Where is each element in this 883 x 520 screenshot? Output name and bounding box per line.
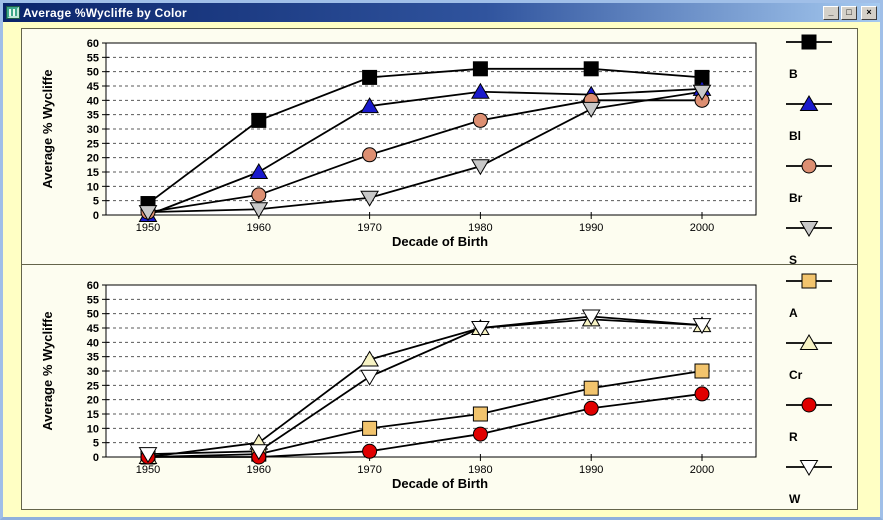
svg-text:15: 15 [87,167,99,179]
svg-text:1950: 1950 [136,222,160,234]
svg-text:55: 55 [87,52,99,64]
svg-text:15: 15 [87,409,99,421]
top-chart-legend: B Bl Br S [786,32,854,280]
svg-text:Average % Wycliffe: Average % Wycliffe [40,311,55,430]
triangle-down-legend-icon [786,221,832,237]
svg-text:55: 55 [87,294,99,306]
legend-item-Br: Br [786,156,854,205]
svg-text:20: 20 [87,395,99,407]
bottom-chart-canvas: 0 5 10 15 20 25 30 35 40 45 50 55 60 1950 1960 1970 1980… [40,280,757,491]
legend-label: S [789,253,798,267]
svg-text:1970: 1970 [357,464,381,476]
maximize-button[interactable]: □ [841,5,857,20]
legend-item-S: S [786,218,854,267]
svg-text:Average % Wycliffe: Average % Wycliffe [40,69,55,188]
svg-text:45: 45 [87,323,99,335]
svg-text:60: 60 [87,280,99,292]
svg-text:1980: 1980 [468,222,492,234]
legend-item-Bl: Bl [786,94,854,143]
titlebar: Average %Wycliffe by Color _ □ × [3,3,880,22]
svg-text:40: 40 [87,95,99,107]
legend-label: W [789,492,801,506]
legend-item-A: A [786,271,854,320]
square-legend-icon [786,34,832,50]
svg-text:45: 45 [87,81,99,93]
triangle-up-legend-icon [786,95,832,111]
svg-text:1960: 1960 [247,222,271,234]
bottom-chart-panel: 0 5 10 15 20 25 30 35 40 45 50 55 60 1950 1960 1970 1980… [21,264,858,510]
svg-text:5: 5 [93,196,99,208]
bottom-chart-legend: A Cr R W [786,271,854,517]
svg-text:20: 20 [87,153,99,165]
svg-text:1950: 1950 [136,464,160,476]
svg-text:1970: 1970 [357,222,381,234]
svg-text:0: 0 [93,210,99,222]
triangle-down-legend-icon [786,460,832,476]
legend-label: Br [789,191,803,205]
svg-text:Decade of Birth: Decade of Birth [392,476,488,491]
svg-text:50: 50 [87,67,99,79]
svg-text:60: 60 [87,38,99,50]
top-chart-panel: 0 5 10 15 20 25 30 35 40 45 50 55 60 1950 1960 1970 1980… [21,28,858,267]
minimize-button[interactable]: _ [823,5,839,20]
legend-label: Cr [789,368,803,382]
legend-item-W: W [786,457,854,506]
window-controls: _ □ × [823,5,878,20]
svg-text:1990: 1990 [579,464,603,476]
legend-item-R: R [786,395,854,444]
svg-text:Decade of Birth: Decade of Birth [392,234,488,249]
square-legend-icon [786,273,832,289]
svg-text:1990: 1990 [579,222,603,234]
svg-text:25: 25 [87,380,99,392]
legend-item-Cr: Cr [786,333,854,382]
window-title: Average %Wycliffe by Color [23,5,187,20]
legend-item-B: B [786,32,854,81]
svg-text:40: 40 [87,337,99,349]
top-chart-canvas: 0 5 10 15 20 25 30 35 40 45 50 55 60 1950 1960 1970 1980… [40,38,757,249]
svg-text:1980: 1980 [468,464,492,476]
legend-label: R [789,430,798,444]
svg-text:1960: 1960 [247,464,271,476]
svg-text:2000: 2000 [690,222,714,234]
svg-text:10: 10 [87,181,99,193]
svg-text:30: 30 [87,366,99,378]
svg-text:35: 35 [87,352,99,364]
triangle-up-legend-icon [786,334,832,350]
svg-text:5: 5 [93,438,99,450]
close-button[interactable]: × [861,5,877,20]
legend-label: B [789,67,798,81]
svg-text:30: 30 [87,124,99,136]
svg-text:35: 35 [87,110,99,122]
svg-text:0: 0 [93,452,99,464]
circle-legend-icon [786,397,832,413]
svg-text:25: 25 [87,138,99,150]
app-icon[interactable] [6,6,20,19]
svg-text:2000: 2000 [690,464,714,476]
svg-text:10: 10 [87,423,99,435]
circle-legend-icon [786,158,832,174]
svg-text:50: 50 [87,309,99,321]
legend-label: A [789,306,798,320]
legend-label: Bl [789,129,801,143]
